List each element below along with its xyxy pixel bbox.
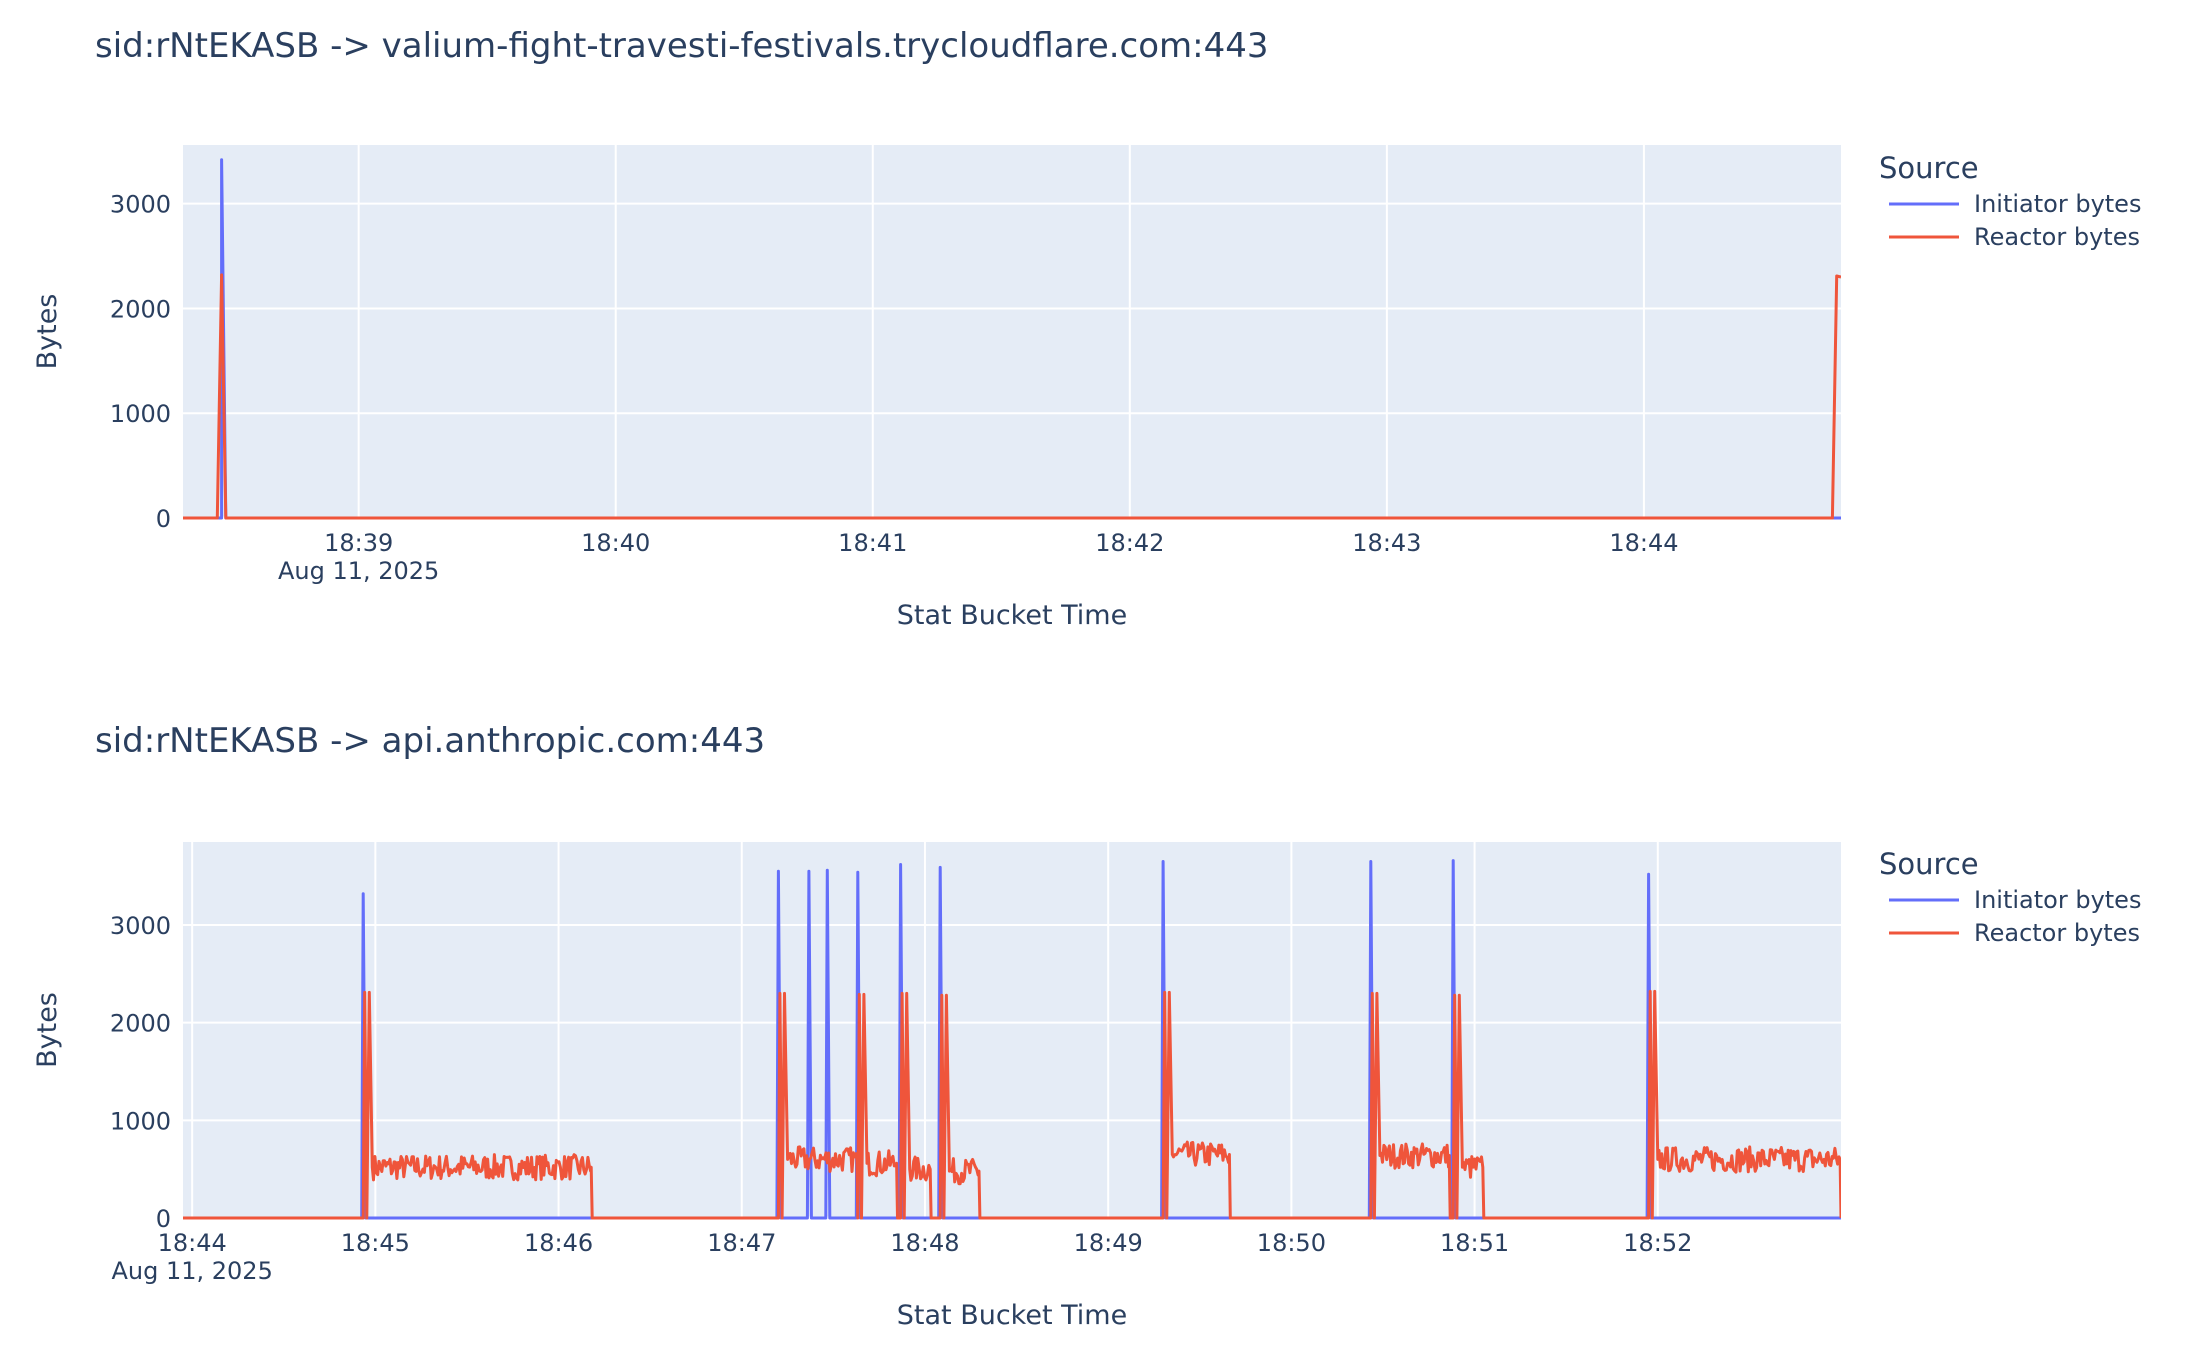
chart-tunnel-traffic: sid:rNtEKASB -> valium-fight-travesti-fe… xyxy=(32,26,2141,631)
x-tick-label: 18:42 xyxy=(1095,529,1164,557)
y-tick-label: 3000 xyxy=(110,191,171,219)
y-tick-label: 0 xyxy=(156,505,171,533)
y-axis-title: Bytes xyxy=(32,294,63,370)
x-tick-label: 18:39 xyxy=(324,529,393,557)
legend-item-reactor[interactable]: Reactor bytes xyxy=(1889,223,2140,251)
x-tick-label: 18:48 xyxy=(890,1229,959,1257)
plot-area xyxy=(183,145,1841,518)
legend[interactable]: Source Initiator bytes Reactor bytes xyxy=(1879,847,2141,947)
x-tick-label: 18:50 xyxy=(1257,1229,1326,1257)
reactor-bytes-line xyxy=(183,989,1841,1220)
legend-label-initiator: Initiator bytes xyxy=(1974,886,2141,914)
legend-label-reactor: Reactor bytes xyxy=(1974,919,2140,947)
x-tick-label: 18:40 xyxy=(581,529,650,557)
legend-item-initiator[interactable]: Initiator bytes xyxy=(1889,886,2141,914)
y-tick-label: 0 xyxy=(156,1205,171,1233)
legend-label-initiator: Initiator bytes xyxy=(1974,190,2141,218)
legend-title: Source xyxy=(1879,151,1979,185)
legend[interactable]: Source Initiator bytes Reactor bytes xyxy=(1879,151,2141,251)
grid-lines xyxy=(183,145,1841,518)
traces xyxy=(183,859,1841,1220)
y-axis-title: Bytes xyxy=(32,992,63,1068)
x-axis-title: Stat Bucket Time xyxy=(897,600,1127,631)
x-tick-date-label: Aug 11, 2025 xyxy=(111,1257,272,1285)
x-tick-date-label: Aug 11, 2025 xyxy=(278,557,439,585)
y-tick-labels: 0 1000 2000 3000 xyxy=(110,912,171,1233)
chart-title: sid:rNtEKASB -> valium-fight-travesti-fe… xyxy=(95,26,1269,66)
x-tick-label: 18:51 xyxy=(1440,1229,1509,1257)
x-tick-label: 18:44 xyxy=(158,1229,227,1257)
x-tick-label: 18:45 xyxy=(341,1229,410,1257)
y-tick-label: 1000 xyxy=(110,400,171,428)
chart-api-traffic: sid:rNtEKASB -> api.anthropic.com:443 01… xyxy=(32,721,2141,1331)
legend-title: Source xyxy=(1879,847,1979,881)
traces xyxy=(183,158,1841,520)
y-tick-label: 2000 xyxy=(110,295,171,323)
x-tick-label: 18:49 xyxy=(1074,1229,1143,1257)
y-tick-label: 2000 xyxy=(110,1010,171,1038)
x-tick-label: 18:52 xyxy=(1623,1229,1692,1257)
plot-area xyxy=(183,842,1841,1218)
y-tick-label: 3000 xyxy=(110,912,171,940)
legend-item-initiator[interactable]: Initiator bytes xyxy=(1889,190,2141,218)
y-tick-label: 1000 xyxy=(110,1107,171,1135)
x-tick-label: 18:47 xyxy=(707,1229,776,1257)
chart-title: sid:rNtEKASB -> api.anthropic.com:443 xyxy=(95,721,765,761)
legend-item-reactor[interactable]: Reactor bytes xyxy=(1889,919,2140,947)
reactor-bytes-line xyxy=(183,273,1841,520)
x-tick-label: 18:41 xyxy=(838,529,907,557)
x-tick-label: 18:46 xyxy=(524,1229,593,1257)
legend-label-reactor: Reactor bytes xyxy=(1974,223,2140,251)
x-axis-title: Stat Bucket Time xyxy=(897,1300,1127,1331)
x-tick-label: 18:44 xyxy=(1609,529,1678,557)
y-tick-labels: 0 1000 2000 3000 xyxy=(110,191,171,533)
x-tick-label: 18:43 xyxy=(1352,529,1421,557)
